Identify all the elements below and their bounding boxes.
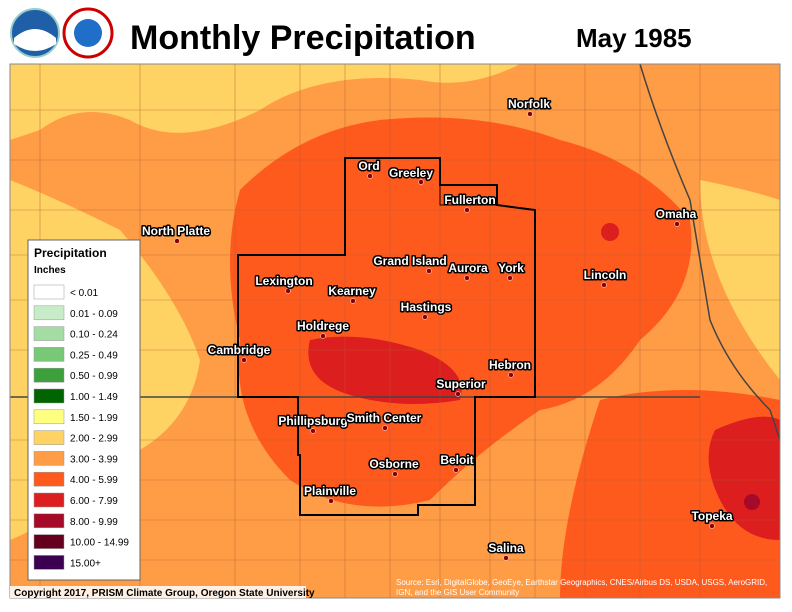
city-dot xyxy=(285,288,291,294)
map-frame xyxy=(9,63,781,599)
legend-swatch xyxy=(33,326,65,341)
city-label: Omaha xyxy=(656,207,697,221)
zone-very-wet-se xyxy=(708,416,780,540)
city-label: Salina xyxy=(488,541,524,555)
source-line: Source: Esri, DigitalGlobe, GeoEye, Eart… xyxy=(396,578,767,587)
city-label: Greeley xyxy=(389,166,433,180)
city-dot xyxy=(464,275,470,281)
city-label: Kearney xyxy=(328,284,376,298)
city-label: Norfolk xyxy=(508,97,550,111)
city-dot xyxy=(320,333,326,339)
legend: Precipitation Inches < 0.01 0.01 - 0.09 0.… xyxy=(27,239,141,581)
legend-label: 15.00+ xyxy=(70,558,101,569)
city-label: Smith Center xyxy=(347,411,422,425)
legend-label: 3.00 - 3.99 xyxy=(70,454,118,465)
legend-label: < 0.01 xyxy=(70,288,99,299)
city-label: Aurora xyxy=(448,261,488,275)
city-label: North Platte xyxy=(142,224,210,238)
city-label: Fullerton xyxy=(444,193,495,207)
city-label: Hastings xyxy=(401,300,452,314)
legend-label: 0.01 - 0.09 xyxy=(70,309,118,320)
city-label: Beloit xyxy=(440,453,473,467)
city-dot xyxy=(507,275,513,281)
zone-dry-east xyxy=(700,180,780,380)
city-dot xyxy=(367,173,373,179)
region-outline xyxy=(237,157,536,516)
source-line: IGN, and the GIS User Community xyxy=(396,588,519,597)
zone-dry-north xyxy=(10,64,520,140)
city-label: Grand Island xyxy=(373,254,446,268)
city-label: Hebron xyxy=(489,358,531,372)
legend-swatch xyxy=(33,305,65,321)
legend-title: Precipitation xyxy=(34,246,107,260)
zone-very-wet-spot xyxy=(601,223,619,241)
legend-swatch xyxy=(33,471,65,487)
city-label: Plainville xyxy=(304,484,356,498)
city-label: Topeka xyxy=(691,509,732,523)
noaa-logo-wave xyxy=(14,29,56,51)
city-dot xyxy=(418,179,424,185)
legend-label: 0.25 - 0.49 xyxy=(70,350,118,361)
legend-label: 6.00 - 7.99 xyxy=(70,496,118,507)
legend-swatch xyxy=(33,388,65,404)
city-dot xyxy=(426,268,432,274)
city-dot xyxy=(392,471,398,477)
city-label: Lincoln xyxy=(584,268,627,282)
city-label: Superior xyxy=(436,377,486,391)
legend-swatch xyxy=(33,492,65,508)
city-label: Phillipsburg xyxy=(278,414,347,428)
city-dot xyxy=(174,238,180,244)
region-inner-outline xyxy=(439,185,497,206)
legend-swatch xyxy=(33,430,65,445)
legend-label: 8.00 - 9.99 xyxy=(70,517,118,528)
city-dot xyxy=(382,425,388,431)
city-label: Lexington xyxy=(255,274,312,288)
legend-label: 10.00 - 14.99 xyxy=(70,538,129,549)
city-label: Holdrege xyxy=(297,319,349,333)
legend-subtitle: Inches xyxy=(34,265,66,276)
legend-swatch xyxy=(33,534,65,549)
legend-swatch xyxy=(33,284,65,300)
legend-label: 0.10 - 0.24 xyxy=(70,330,118,341)
city-dot xyxy=(453,467,459,473)
legend-label: 1.50 - 1.99 xyxy=(70,413,118,424)
city-dot xyxy=(503,555,509,561)
legend-label: 2.00 - 2.99 xyxy=(70,434,118,445)
legend-swatch xyxy=(33,451,65,466)
zone-very-wet xyxy=(308,336,462,404)
city-label: Ord xyxy=(358,159,379,173)
legend-label: 1.00 - 1.49 xyxy=(70,392,118,403)
city-label: Osborne xyxy=(369,457,419,471)
city-label: York xyxy=(498,261,524,275)
city-dot xyxy=(464,207,470,213)
city-dot xyxy=(674,221,680,227)
city-dot xyxy=(310,428,316,434)
copyright: Copyright 2017, PRISM Climate Group, Ore… xyxy=(14,588,315,599)
city-dot xyxy=(422,314,428,320)
city-label: Cambridge xyxy=(208,343,271,357)
legend-label: 0.50 - 0.99 xyxy=(70,371,118,382)
city-dot xyxy=(328,498,334,504)
city-dot xyxy=(508,372,514,378)
city-dot xyxy=(601,282,607,288)
city-dot xyxy=(350,298,356,304)
legend-swatch xyxy=(33,347,65,362)
legend-swatch xyxy=(33,555,65,570)
zone-extreme xyxy=(744,494,760,510)
title: Monthly Precipitation xyxy=(130,19,476,57)
legend-swatch xyxy=(33,409,65,425)
city-dot xyxy=(241,357,247,363)
river-border xyxy=(639,64,780,441)
city-dot xyxy=(455,391,461,397)
city-dot xyxy=(709,523,715,529)
copyright-bg xyxy=(10,586,306,598)
city-dot xyxy=(527,111,533,117)
cities: Norfolk Ord Greeley Fullerton Omaha North Pla… xyxy=(140,96,734,561)
nws-logo-inner xyxy=(74,19,102,47)
legend-swatch xyxy=(33,367,65,383)
date: May 1985 xyxy=(576,23,692,53)
legend-swatch xyxy=(33,513,65,529)
legend-label: 4.00 - 5.99 xyxy=(70,475,118,486)
